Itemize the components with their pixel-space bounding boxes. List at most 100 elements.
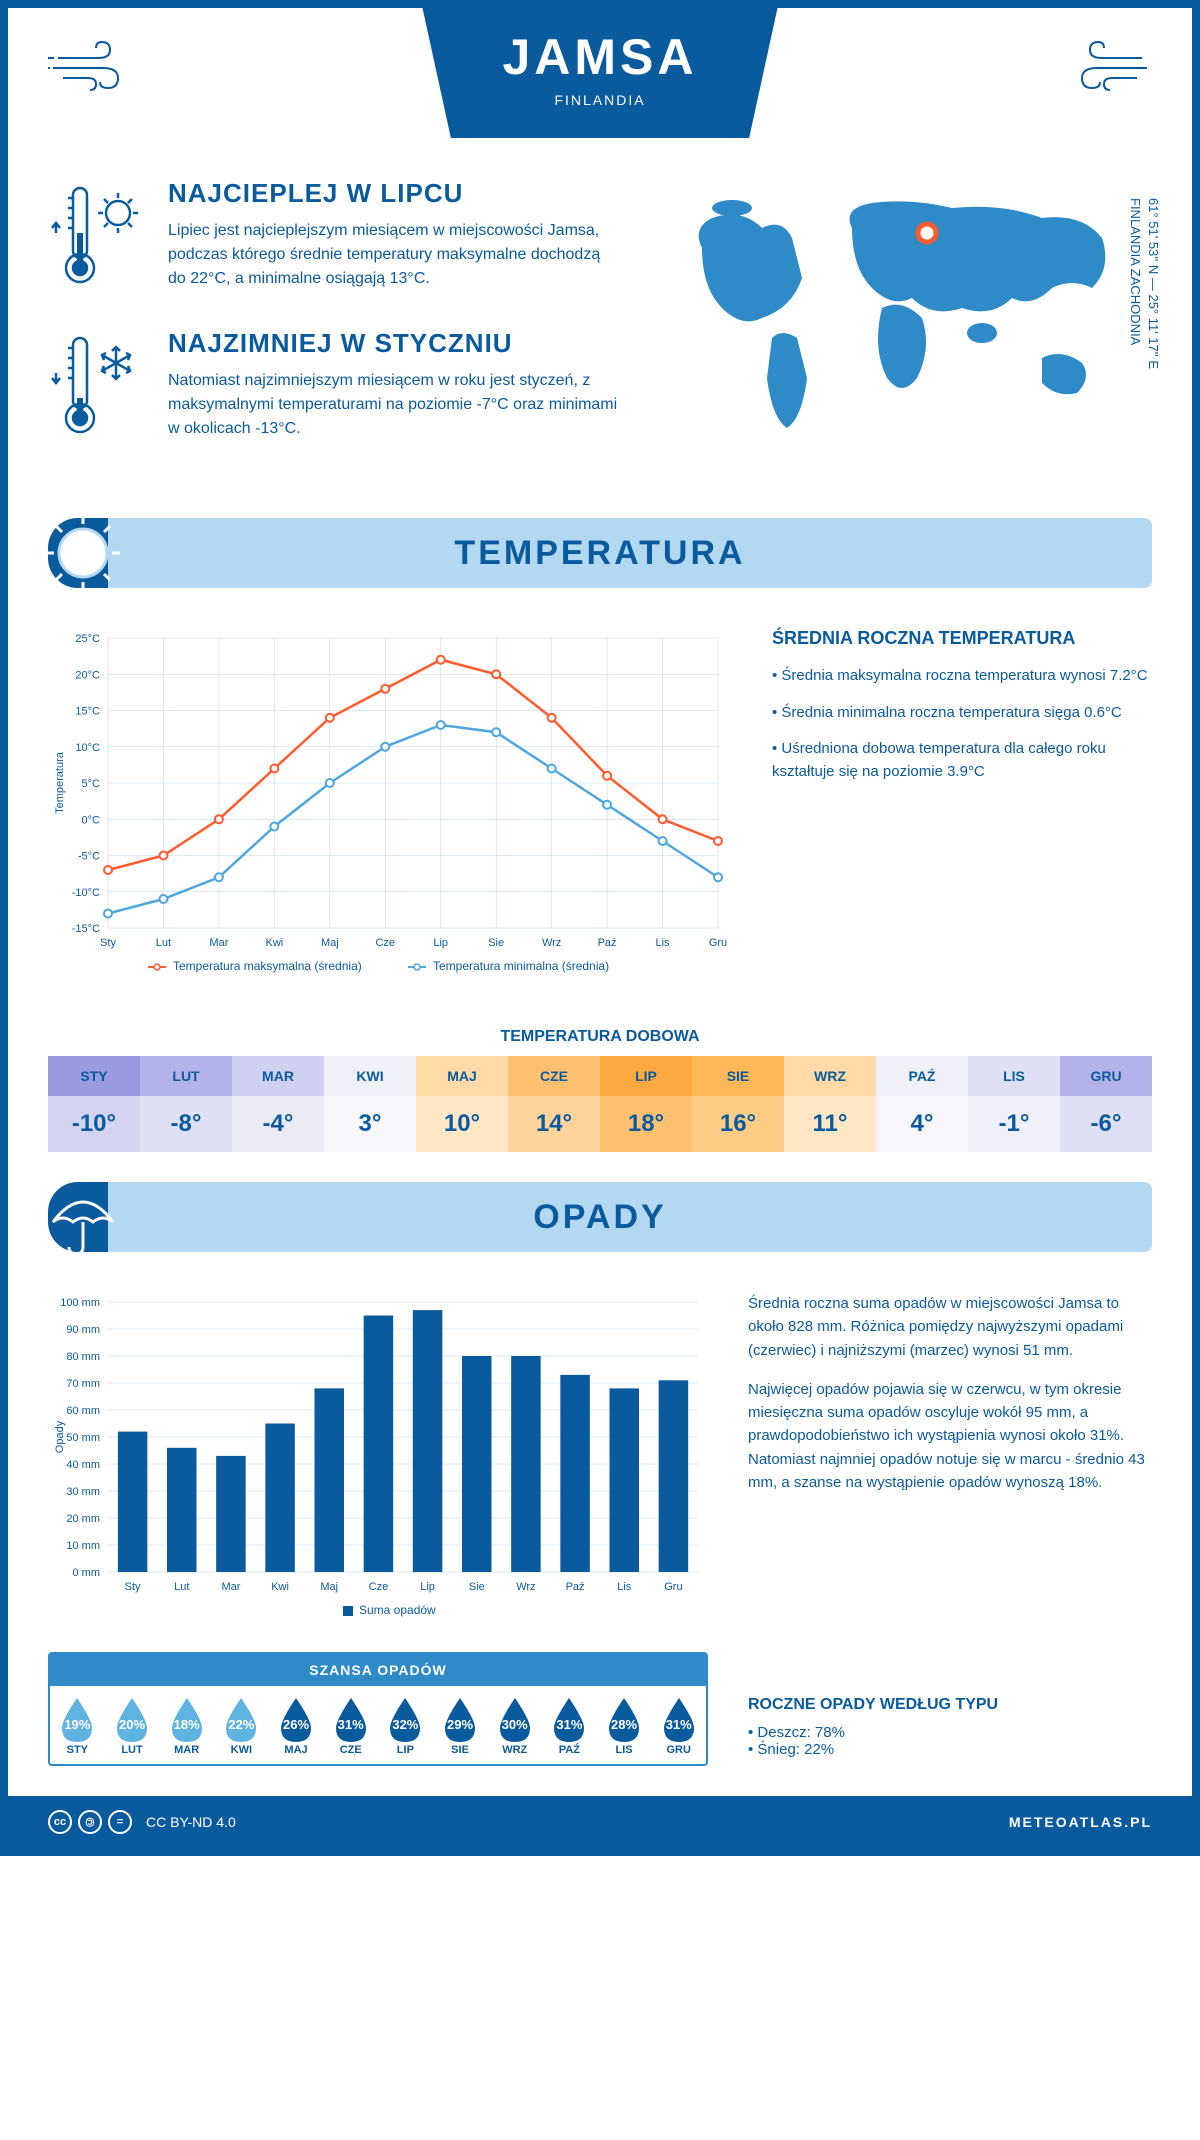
svg-text:Temperatura maksymalna (średni: Temperatura maksymalna (średnia) (173, 959, 362, 973)
svg-text:Cze: Cze (369, 1581, 389, 1593)
coordinates: 61° 51' 53'' N — 25° 11' 17'' E FINLANDI… (1126, 198, 1162, 369)
daily-temp-cell: CZE 14° (508, 1056, 600, 1152)
temperature-chart: -15°C-10°C-5°C0°C5°C10°C15°C20°C25°CStyL… (48, 628, 732, 988)
daily-temp-title: TEMPERATURA DOBOWA (8, 1028, 1192, 1046)
precip-side-text: Średnia roczna suma opadów w miejscowośc… (748, 1292, 1152, 1632)
daily-temp-cell: WRZ 11° (784, 1056, 876, 1152)
sun-icon (38, 508, 128, 598)
svg-text:Lip: Lip (420, 1581, 435, 1593)
daily-temp-cell: PAŹ 4° (876, 1056, 968, 1152)
svg-text:60 mm: 60 mm (66, 1405, 100, 1417)
svg-text:Lip: Lip (433, 937, 448, 949)
chance-title: SZANSA OPADÓW (50, 1654, 706, 1686)
chance-cell: 31% PAŹ (542, 1686, 597, 1764)
precip-section-header: OPADY (48, 1182, 1152, 1252)
footer: cc 🄯 = CC BY-ND 4.0 METEOATLAS.PL (8, 1796, 1192, 1848)
svg-text:Lut: Lut (156, 937, 171, 949)
chance-cell: 28% LIS (597, 1686, 652, 1764)
svg-text:0 mm: 0 mm (73, 1567, 101, 1579)
svg-text:30 mm: 30 mm (66, 1486, 100, 1498)
svg-text:Gru: Gru (664, 1581, 682, 1593)
svg-text:Opady: Opady (54, 1420, 66, 1453)
daily-temp-cell: LUT -8° (140, 1056, 232, 1152)
svg-text:100 mm: 100 mm (60, 1297, 100, 1309)
header: JAMSA FINLANDIA (8, 8, 1192, 158)
svg-text:70 mm: 70 mm (66, 1378, 100, 1390)
svg-text:5°C: 5°C (82, 778, 101, 790)
chance-cell: 31% GRU (651, 1686, 706, 1764)
chance-cell: 19% STY (50, 1686, 105, 1764)
wind-icon-right (1072, 38, 1152, 98)
svg-text:80 mm: 80 mm (66, 1351, 100, 1363)
thermometer-snow-icon (48, 328, 148, 448)
svg-text:Lut: Lut (174, 1581, 189, 1593)
chance-cell: 32% LIP (378, 1686, 433, 1764)
thermometer-sun-icon (48, 178, 148, 298)
site-name: METEOATLAS.PL (1009, 1814, 1152, 1830)
temp-section-header: TEMPERATURA (48, 518, 1152, 588)
daily-temp-cell: SIE 16° (692, 1056, 784, 1152)
chance-cell: 30% WRZ (487, 1686, 542, 1764)
daily-temp-table: STY -10°LUT -8°MAR -4°KWI 3°MAJ 10°CZE 1… (48, 1056, 1152, 1152)
daily-temp-cell: MAJ 10° (416, 1056, 508, 1152)
svg-text:-10°C: -10°C (72, 887, 100, 899)
svg-text:Temperatura minimalna (średnia: Temperatura minimalna (średnia) (433, 959, 609, 973)
coldest-title: NAJZIMNIEJ W STYCZNIU (168, 328, 622, 359)
svg-text:Wrz: Wrz (542, 937, 561, 949)
license-icons: cc 🄯 = CC BY-ND 4.0 (48, 1810, 236, 1834)
warmest-block: NAJCIEPLEJ W LIPCU Lipiec jest najcieple… (48, 178, 622, 298)
precip-title: OPADY (48, 1198, 1152, 1237)
svg-text:Mar: Mar (209, 937, 228, 949)
precipitation-chart: 0 mm10 mm20 mm30 mm40 mm50 mm60 mm70 mm8… (48, 1292, 708, 1632)
svg-text:0°C: 0°C (82, 814, 101, 826)
warmest-title: NAJCIEPLEJ W LIPCU (168, 178, 622, 209)
svg-text:Lis: Lis (617, 1581, 632, 1593)
chance-cell: 31% CZE (323, 1686, 378, 1764)
svg-text:Gru: Gru (709, 937, 727, 949)
svg-text:Sie: Sie (488, 937, 504, 949)
temp-side-text: ŚREDNIA ROCZNA TEMPERATURA • Średnia mak… (772, 628, 1152, 988)
temp-title: TEMPERATURA (48, 534, 1152, 573)
svg-text:Kwi: Kwi (265, 937, 283, 949)
svg-text:25°C: 25°C (75, 633, 100, 645)
svg-text:-15°C: -15°C (72, 923, 100, 935)
daily-temp-cell: KWI 3° (324, 1056, 416, 1152)
umbrella-icon (38, 1172, 128, 1262)
daily-temp-cell: GRU -6° (1060, 1056, 1152, 1152)
svg-text:Lis: Lis (656, 937, 671, 949)
precip-type: ROCZNE OPADY WEDŁUG TYPU • Deszcz: 78% •… (748, 1696, 998, 1758)
svg-text:10°C: 10°C (75, 742, 100, 754)
warmest-text: Lipiec jest najcieplejszym miesiącem w m… (168, 219, 622, 291)
location-marker (918, 224, 936, 242)
daily-temp-cell: STY -10° (48, 1056, 140, 1152)
svg-text:Sty: Sty (125, 1581, 141, 1593)
svg-text:Mar: Mar (221, 1581, 240, 1593)
svg-text:Temperatura: Temperatura (54, 751, 66, 814)
svg-text:15°C: 15°C (75, 706, 100, 718)
svg-text:Maj: Maj (320, 1581, 338, 1593)
svg-text:Kwi: Kwi (271, 1581, 289, 1593)
chance-cell: 18% MAR (159, 1686, 214, 1764)
coldest-text: Natomiast najzimniejszym miesiącem w rok… (168, 369, 622, 441)
svg-text:20 mm: 20 mm (66, 1513, 100, 1525)
svg-text:Wrz: Wrz (516, 1581, 535, 1593)
svg-text:10 mm: 10 mm (66, 1540, 100, 1552)
svg-text:Paź: Paź (566, 1581, 585, 1593)
chance-cell: 29% SIE (433, 1686, 488, 1764)
svg-text:Suma opadów: Suma opadów (359, 1603, 436, 1617)
daily-temp-cell: LIP 18° (600, 1056, 692, 1152)
world-map (652, 178, 1152, 458)
svg-text:90 mm: 90 mm (66, 1324, 100, 1336)
chance-cell: 26% MAJ (269, 1686, 324, 1764)
svg-text:20°C: 20°C (75, 669, 100, 681)
country-subtitle: FINLANDIA (502, 92, 697, 108)
info-section: NAJCIEPLEJ W LIPCU Lipiec jest najcieple… (8, 158, 1192, 508)
svg-text:Sty: Sty (100, 937, 116, 949)
svg-text:Sie: Sie (469, 1581, 485, 1593)
svg-text:Paź: Paź (598, 937, 617, 949)
chance-box: SZANSA OPADÓW 19% STY 20% LUT 18% MAR 22… (48, 1652, 708, 1766)
chance-cell: 22% KWI (214, 1686, 269, 1764)
svg-text:Cze: Cze (375, 937, 395, 949)
coldest-block: NAJZIMNIEJ W STYCZNIU Natomiast najzimni… (48, 328, 622, 448)
chance-cell: 20% LUT (105, 1686, 160, 1764)
